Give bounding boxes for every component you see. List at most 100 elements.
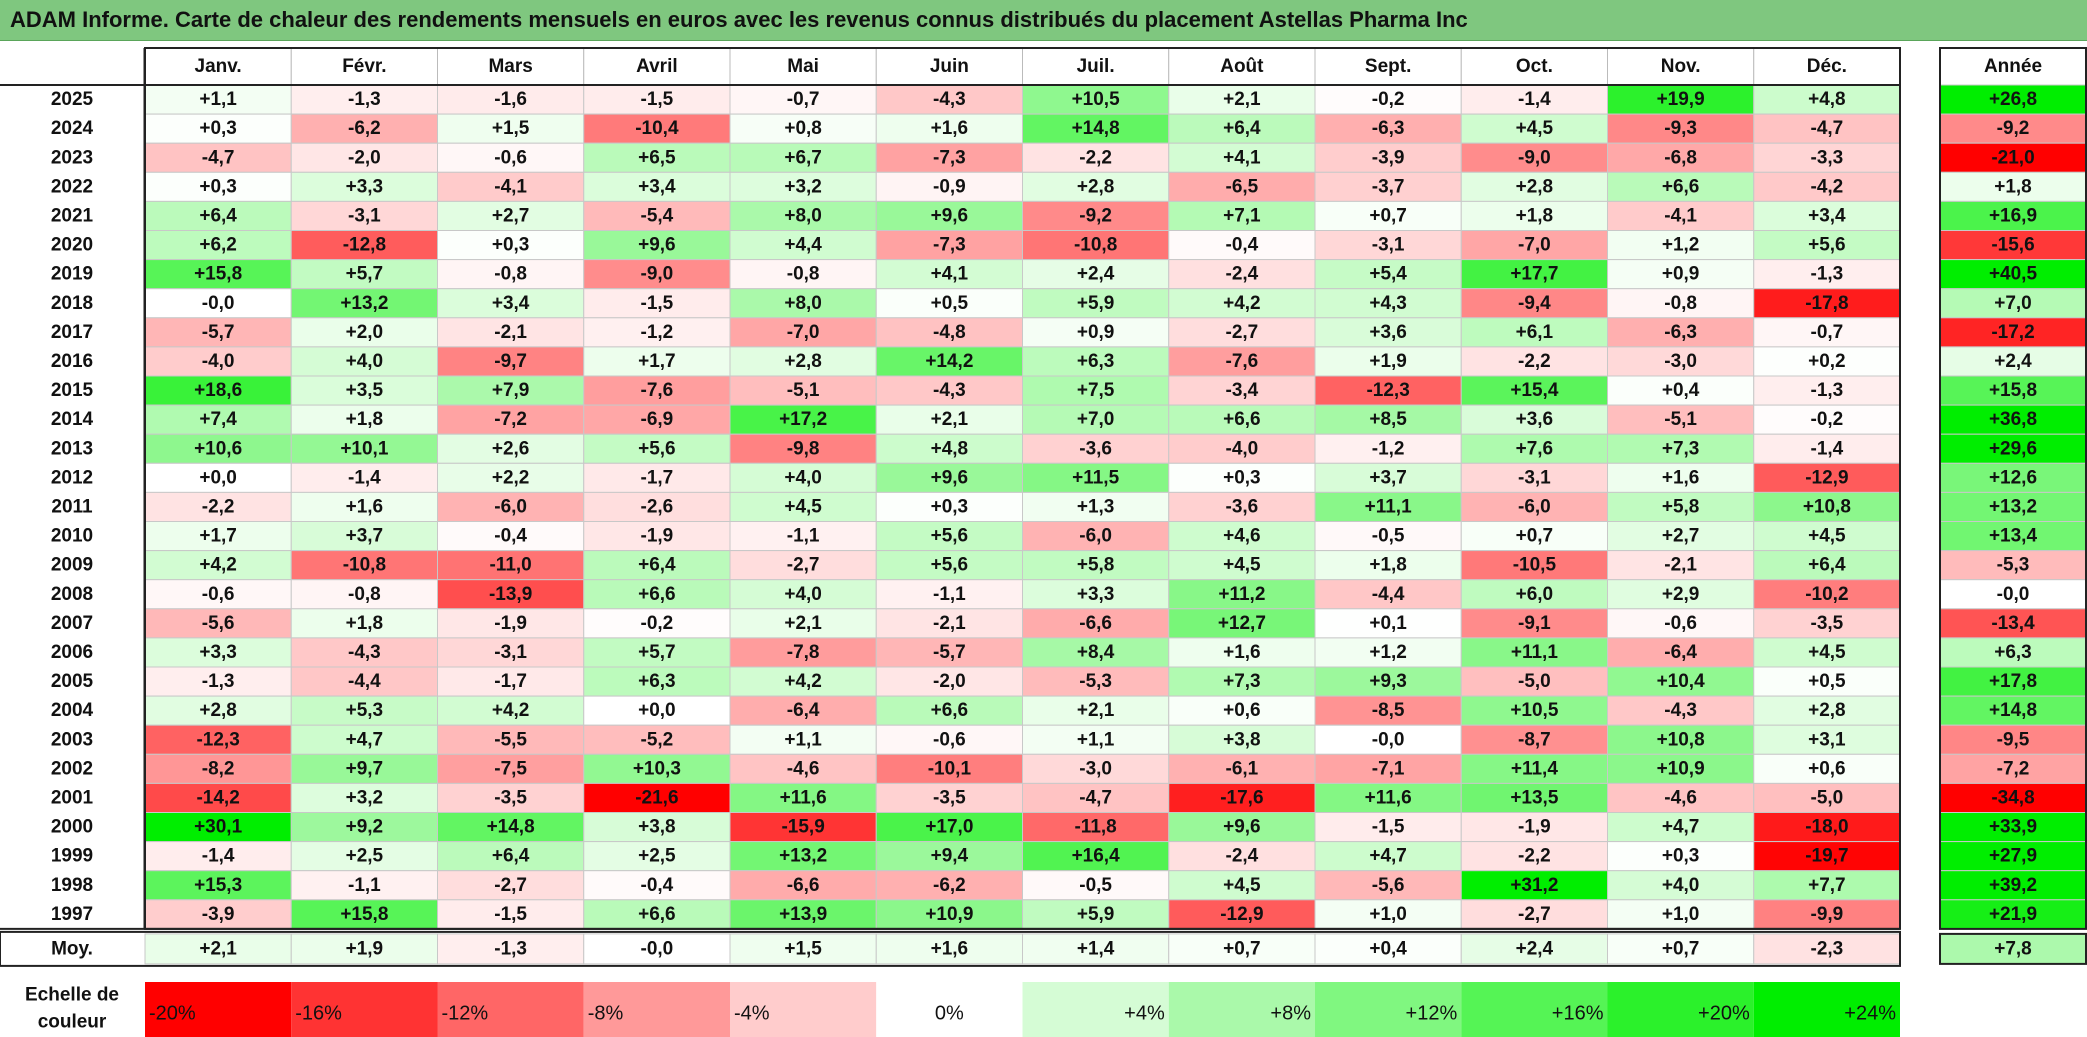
heatmap-cell <box>437 404 585 435</box>
cell-value: +2,0 <box>346 322 384 343</box>
cell-value: +6,1 <box>1516 322 1554 343</box>
cell-value: -1,5 <box>494 904 527 925</box>
scale-tick: +4% <box>1124 1003 1165 1025</box>
cell-value: -0,8 <box>787 264 820 285</box>
annual-cell <box>1939 433 2087 464</box>
cell-value: +9,3 <box>1369 671 1407 692</box>
cell-value: +6,0 <box>1516 584 1554 605</box>
cell-value: -18,0 <box>1805 817 1848 838</box>
cell-value: -10,4 <box>635 118 679 139</box>
cell-value: +3,3 <box>346 176 384 197</box>
cell-value: -4,1 <box>494 176 527 197</box>
annual-value: +14,8 <box>1989 700 2037 721</box>
cell-value: -10,2 <box>1805 584 1848 605</box>
cell-value: +0,3 <box>1662 846 1700 867</box>
heatmap-cell <box>290 870 438 901</box>
heatmap-cell <box>583 375 731 406</box>
scale-swatch <box>730 982 877 1037</box>
heatmap-cell <box>1607 113 1755 144</box>
column-header: Juin <box>930 56 969 77</box>
heatmap-cell <box>583 346 731 377</box>
cell-value: -2,2 <box>1518 846 1551 867</box>
heatmap-cell <box>875 171 1023 202</box>
scale-tick: -4% <box>734 1003 770 1025</box>
average-value: +2,4 <box>1516 938 1554 959</box>
cell-value: -7,3 <box>933 235 966 256</box>
cell-value: +3,7 <box>1369 467 1407 488</box>
cell-value: -4,7 <box>1079 787 1112 808</box>
annual-value: +16,9 <box>1989 205 2037 226</box>
heatmap-cell <box>437 666 585 697</box>
heatmap-cell <box>1314 375 1462 406</box>
column-header: Nov. <box>1661 56 1701 77</box>
heatmap-cell <box>583 782 731 814</box>
scale-swatch <box>1315 982 1462 1037</box>
scale-swatch <box>1461 982 1608 1037</box>
cell-value: +11,6 <box>1365 787 1412 808</box>
cell-value: +7,0 <box>1077 409 1115 430</box>
heatmap-cell <box>290 812 438 843</box>
cell-value: +4,0 <box>346 351 384 372</box>
cell-value: -3,1 <box>348 205 381 226</box>
cell-value: -1,7 <box>641 467 674 488</box>
cell-value: -5,0 <box>1811 787 1844 808</box>
heatmap-cell <box>729 550 877 581</box>
year-label: 2014 <box>51 409 94 430</box>
annual-value: -0,0 <box>1997 584 2030 605</box>
cell-value: +4,7 <box>1369 846 1407 867</box>
cell-value: +10,3 <box>633 758 681 779</box>
cell-value: +0,0 <box>638 700 676 721</box>
cell-value: +0,9 <box>1077 322 1115 343</box>
heatmap-cell <box>144 608 292 639</box>
cell-value: +7,3 <box>1223 671 1261 692</box>
cell-value: -17,8 <box>1805 293 1848 314</box>
cell-value: -7,1 <box>1372 758 1405 779</box>
scale-swatch <box>876 982 1023 1037</box>
heatmap-cell <box>1607 142 1755 173</box>
cell-value: -1,4 <box>348 467 381 488</box>
average-border <box>0 930 1901 967</box>
heatmap-cell <box>875 899 1023 930</box>
cell-value: -3,9 <box>202 904 235 925</box>
average-cell <box>875 933 1023 965</box>
cell-value: +3,8 <box>1223 729 1261 750</box>
heatmap-cell <box>1460 724 1608 755</box>
heatmap-cell <box>729 491 877 522</box>
heatmap-cell <box>875 782 1023 814</box>
heatmap-cell <box>290 171 438 202</box>
cell-value: -4,3 <box>348 642 381 663</box>
cell-value: -1,9 <box>641 526 674 547</box>
cell-value: +3,4 <box>492 293 530 314</box>
annual-value: +39,2 <box>1989 875 2037 896</box>
scale-label: Echelle de <box>25 985 119 1006</box>
cell-value: +10,8 <box>1657 729 1705 750</box>
scale-tick: -12% <box>442 1003 489 1025</box>
heatmap-cell <box>1607 521 1755 552</box>
heatmap-cell <box>290 433 438 464</box>
year-label: 2020 <box>51 235 93 256</box>
year-label: 2004 <box>51 700 94 721</box>
annual-value: +36,8 <box>1989 409 2037 430</box>
heatmap-cell <box>1460 870 1608 901</box>
cell-value: +4,2 <box>1223 293 1261 314</box>
cell-value: -0,0 <box>1372 729 1405 750</box>
average-value: +2,1 <box>199 938 237 959</box>
heatmap-cell <box>1022 608 1170 639</box>
heatmap-cell <box>729 753 877 784</box>
cell-value: +0,5 <box>931 293 969 314</box>
heatmap-cell <box>144 142 292 173</box>
cell-value: -1,5 <box>641 89 674 110</box>
heatmap-cell <box>437 462 585 493</box>
cell-value: +5,9 <box>1077 904 1115 925</box>
cell-value: -8,2 <box>202 758 235 779</box>
heatmap-cell <box>1753 841 1901 872</box>
cell-value: -5,7 <box>933 642 966 663</box>
cell-value: +11,5 <box>1072 467 1119 488</box>
heatmap-cell <box>144 870 292 901</box>
cell-value: -1,9 <box>494 613 527 634</box>
cell-value: -0,5 <box>1372 526 1405 547</box>
cell-value: -15,9 <box>781 817 824 838</box>
annual-value: +33,9 <box>1989 817 2037 838</box>
cell-value: +4,1 <box>931 264 969 285</box>
cell-value: -3,5 <box>933 787 966 808</box>
